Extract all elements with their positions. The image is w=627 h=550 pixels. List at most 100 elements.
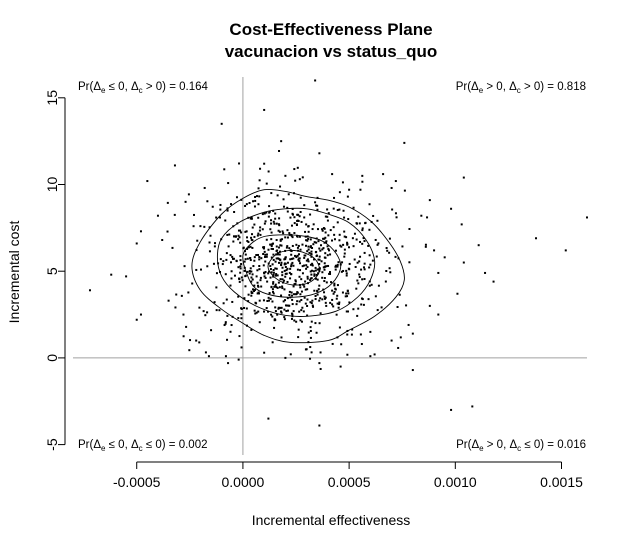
data-point <box>363 278 366 281</box>
annotation-part: > 0) = <box>521 81 557 93</box>
data-point <box>231 257 234 260</box>
data-point <box>249 257 252 259</box>
data-point <box>267 248 270 251</box>
data-point <box>195 268 198 271</box>
data-point <box>281 285 284 288</box>
data-point <box>316 204 319 207</box>
data-point <box>331 289 334 292</box>
data-point <box>214 242 217 245</box>
data-point <box>229 284 232 287</box>
data-point <box>263 351 266 354</box>
data-point <box>239 267 242 270</box>
data-point <box>238 236 241 239</box>
data-point <box>318 247 321 250</box>
data-point <box>376 243 379 246</box>
data-point <box>299 293 302 296</box>
data-point <box>275 239 278 242</box>
data-point <box>343 255 346 258</box>
data-point <box>275 257 278 260</box>
data-point <box>345 269 348 272</box>
data-point <box>203 225 206 228</box>
data-point <box>355 238 358 241</box>
data-point <box>233 274 236 277</box>
data-point <box>208 250 211 253</box>
data-point <box>253 290 256 292</box>
data-point <box>283 316 286 319</box>
data-point <box>283 262 286 265</box>
data-point <box>336 294 339 297</box>
data-point <box>364 221 367 224</box>
data-point <box>270 244 273 247</box>
data-point <box>211 205 214 208</box>
data-point <box>233 235 236 238</box>
data-point <box>282 300 285 303</box>
data-point <box>325 240 328 243</box>
x-tick-label: 0.0010 <box>434 474 477 490</box>
data-point <box>326 208 329 211</box>
data-point <box>306 258 309 261</box>
data-point <box>257 285 260 288</box>
data-point <box>239 229 242 232</box>
data-point <box>275 286 278 289</box>
data-point <box>251 278 254 281</box>
data-point <box>253 284 256 287</box>
data-point <box>322 247 325 250</box>
data-point <box>270 271 273 274</box>
data-point <box>339 365 342 368</box>
data-point <box>224 321 227 324</box>
data-point <box>276 249 279 252</box>
data-point <box>301 176 304 179</box>
data-point <box>295 243 298 246</box>
data-point <box>229 261 232 264</box>
data-point <box>348 246 350 249</box>
data-point <box>257 216 260 219</box>
data-point <box>450 408 453 411</box>
data-point <box>291 212 294 215</box>
data-point <box>309 277 312 280</box>
data-point <box>357 307 360 310</box>
data-point <box>222 302 225 305</box>
data-point <box>338 233 341 236</box>
data-point <box>318 322 321 325</box>
data-point <box>281 230 284 233</box>
data-point <box>264 260 267 263</box>
data-point <box>312 258 315 261</box>
data-point <box>275 267 278 270</box>
data-point <box>258 299 261 302</box>
data-point <box>240 317 243 320</box>
data-point <box>348 188 351 191</box>
data-point <box>267 170 270 173</box>
data-point <box>227 362 230 365</box>
data-point <box>309 301 312 304</box>
data-point <box>317 288 320 291</box>
data-point <box>273 285 276 288</box>
data-point <box>318 262 321 265</box>
annotation-part: Δ <box>509 439 517 451</box>
data-point <box>278 250 281 253</box>
data-point <box>296 268 299 271</box>
data-point <box>281 266 284 269</box>
data-point <box>268 292 271 295</box>
data-point <box>332 226 335 229</box>
data-point <box>309 279 312 282</box>
data-point <box>310 269 313 272</box>
data-point <box>358 260 361 263</box>
data-point <box>256 269 259 272</box>
data-point <box>276 194 279 197</box>
data-point <box>298 275 301 278</box>
data-point <box>343 248 346 251</box>
data-point <box>298 310 301 313</box>
data-point <box>253 309 256 312</box>
annotation-part: > 0) = <box>143 81 179 93</box>
data-point <box>253 205 256 208</box>
data-point <box>258 268 261 271</box>
data-point <box>328 249 331 252</box>
annotation-part: ≤ 0) = <box>521 439 557 451</box>
data-point <box>338 303 341 306</box>
data-point <box>299 319 302 322</box>
data-point <box>288 247 291 250</box>
annotation-part: e <box>101 444 106 453</box>
data-point <box>167 299 170 302</box>
annotation-part: Pr( <box>456 81 472 93</box>
data-point <box>280 310 283 313</box>
